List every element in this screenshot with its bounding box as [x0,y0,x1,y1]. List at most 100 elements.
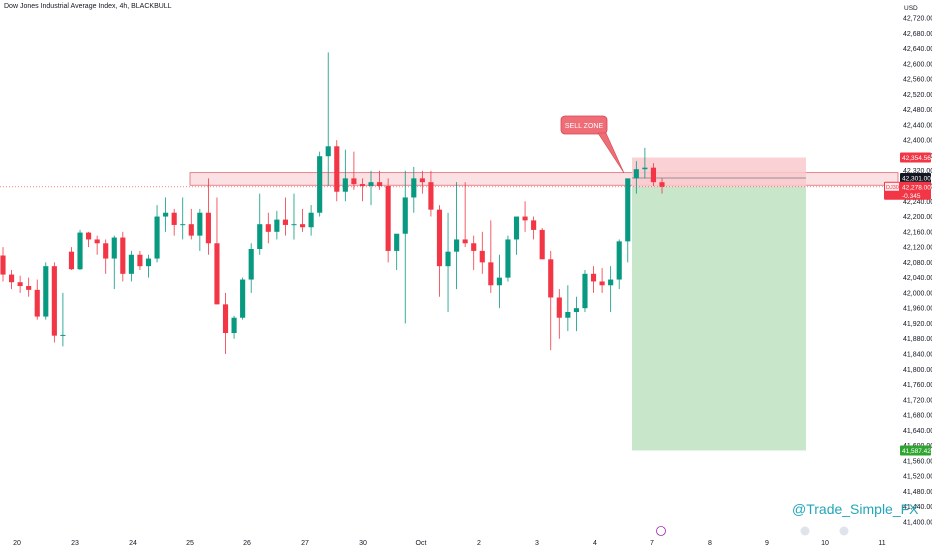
candle-body [377,182,383,186]
candle-body [505,239,511,278]
candle-body [445,251,451,267]
x-tick-label: Oct [416,540,427,547]
candle-body [488,262,494,286]
stop-price-label: 42,354.56 [900,152,931,163]
y-tick-label: 41,520.00 [903,474,932,481]
candle-body [154,216,160,259]
symbol-badge [885,182,899,191]
price-change-text: -0.345 [902,193,921,200]
candle-body [462,239,468,244]
candle-body [137,254,143,267]
candle-body [436,209,443,267]
current-price-label-text: 42,301.00 [902,175,931,182]
candle-body [479,250,485,263]
target-price-label: 41,587.42 [900,445,931,456]
candle-body [599,281,605,286]
candle-body [103,243,109,259]
candle-body [625,178,631,242]
candle-body [291,224,297,226]
candle-body [265,224,271,232]
y-tick-label: 41,400.00 [903,520,932,527]
y-tick-label: 42,680.00 [903,31,932,38]
candle-body [419,178,425,183]
candle-body [385,186,391,251]
current-price-label: 42,301.00 [900,172,931,183]
symbol-text: DJ30 [886,185,899,191]
y-tick-label: 42,120.00 [903,245,932,252]
candle-body [608,279,614,286]
candle-body [171,212,177,225]
watermark: @Trade_Simple_FX [792,501,919,517]
candle-body [351,178,357,185]
candle-body [531,220,537,230]
candle-body [248,249,254,280]
x-tick-label: 3 [535,540,539,547]
candle-body [496,277,502,286]
lightning-icon [656,526,666,536]
y-tick-label: 41,560.00 [903,458,932,465]
x-tick-label: 10 [821,540,829,547]
x-tick-label: 24 [129,540,137,547]
candle-body [394,233,400,251]
target-price-label-bg [900,445,931,456]
candle-body [454,239,460,252]
candle-body [188,224,194,236]
candle-body [94,239,100,244]
y-tick-label: 42,000.00 [903,290,932,297]
x-tick-label: 20 [13,540,21,547]
entry-price-label: DJ30 42,278.00 -0.345 [884,181,931,200]
y-tick-label: 42,480.00 [903,107,932,114]
sell-zone-callout: SELL ZONE [560,115,625,174]
candle-body [51,266,57,336]
candle-body [257,224,263,249]
y-tick-label: 41,840.00 [903,352,932,359]
candle-body [68,251,75,270]
x-tick-label: 25 [186,540,194,547]
y-tick-label: 41,920.00 [903,321,932,328]
candle-body [111,237,117,259]
stop-price-label-text: 42,354.56 [902,155,931,162]
candle-body [86,232,92,240]
event-icons [656,526,849,536]
candle-body [0,255,6,275]
candle-body [77,232,83,270]
x-tick-label: 23 [71,540,79,547]
candles [0,52,665,354]
stop-price-label-bg [900,152,931,163]
candle-body [274,219,280,232]
y-tick-label: 41,960.00 [903,306,932,313]
candle-body [642,167,648,170]
y-tick-label: 41,880.00 [903,336,932,343]
candle-body [282,219,288,225]
callout-text: SELL ZONE [565,123,604,130]
x-tick-label: 30 [359,540,367,547]
y-tick-label: 42,560.00 [903,77,932,84]
candle-body [368,182,374,186]
candle-body [163,212,169,217]
trade-zones [0,157,899,451]
y-tick-label: 42,600.00 [903,61,932,68]
entry-price-text: 42,278.00 [902,184,931,191]
us-flag-icon [800,526,810,536]
candle-body [8,274,15,283]
y-tick-label: 41,720.00 [903,397,932,404]
candle-body [411,178,417,198]
candle-body [299,224,306,228]
candle-body [325,146,331,157]
current-price-label-bg [900,172,931,183]
candle-body [402,197,408,234]
candle-body [128,254,134,274]
y-tick-label: 42,320.00 [903,168,932,175]
x-tick-label: 8 [708,540,712,547]
y-tick-label: 42,400.00 [903,138,932,145]
y-tick-label: 42,720.00 [903,16,932,23]
candle-body [180,224,186,226]
x-tick-label: 11 [878,540,885,547]
y-tick-label: 41,680.00 [903,413,932,420]
y-tick-label: 42,640.00 [903,46,932,53]
candle-body [60,334,66,336]
candle-body [539,229,545,260]
candle-body [659,182,665,187]
y-tick-label: 42,520.00 [903,92,932,99]
